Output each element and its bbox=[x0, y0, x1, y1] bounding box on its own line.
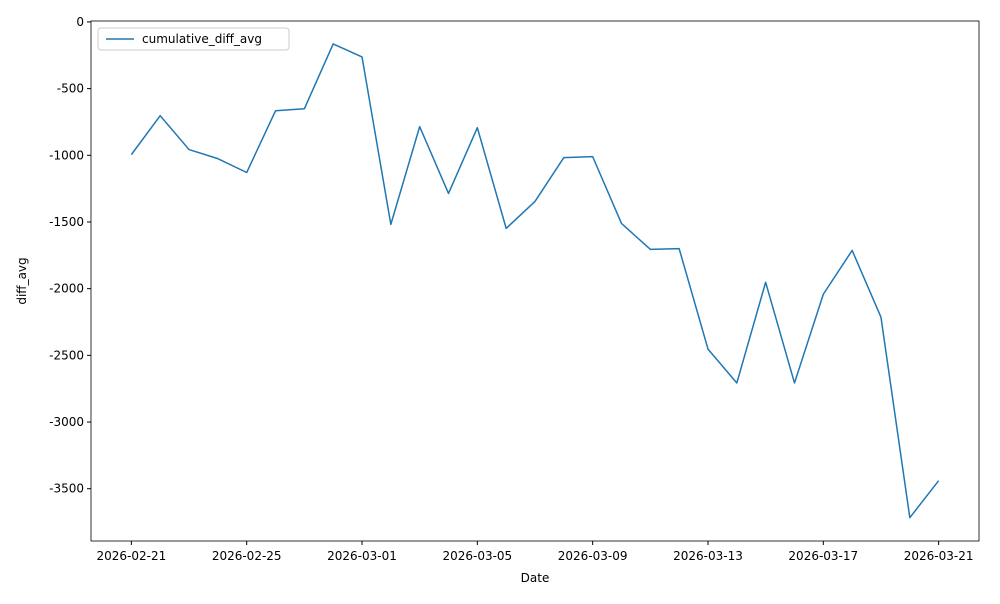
x-tick-label: 2026-03-01 bbox=[327, 549, 397, 563]
x-tick-label: 2026-03-21 bbox=[904, 549, 974, 563]
x-tick-label: 2026-03-17 bbox=[788, 549, 858, 563]
x-axis-label: Date bbox=[521, 571, 550, 585]
x-tick-label: 2026-03-09 bbox=[558, 549, 628, 563]
y-tick-label: -1500 bbox=[49, 215, 84, 229]
y-tick-label: 0 bbox=[76, 15, 84, 29]
plot-frame bbox=[90, 20, 980, 542]
x-tick-label: 2026-03-05 bbox=[442, 549, 512, 563]
legend-box bbox=[97, 27, 290, 51]
y-axis-label: diff_avg bbox=[15, 257, 29, 304]
y-tick-label: -2000 bbox=[49, 282, 84, 296]
y-tick-label: -2500 bbox=[49, 348, 84, 362]
x-tick-label: 2026-03-13 bbox=[673, 549, 743, 563]
y-tick-label: -1000 bbox=[49, 148, 84, 162]
x-tick-label: 2026-02-21 bbox=[96, 549, 166, 563]
x-tick-label: 2026-02-25 bbox=[212, 549, 282, 563]
line-series bbox=[130, 43, 940, 519]
y-tick-label: -3500 bbox=[49, 482, 84, 496]
legend-label: cumulative_diff_avg bbox=[142, 32, 262, 46]
y-tick-label: -500 bbox=[57, 82, 84, 96]
y-tick-label: -3000 bbox=[49, 415, 84, 429]
